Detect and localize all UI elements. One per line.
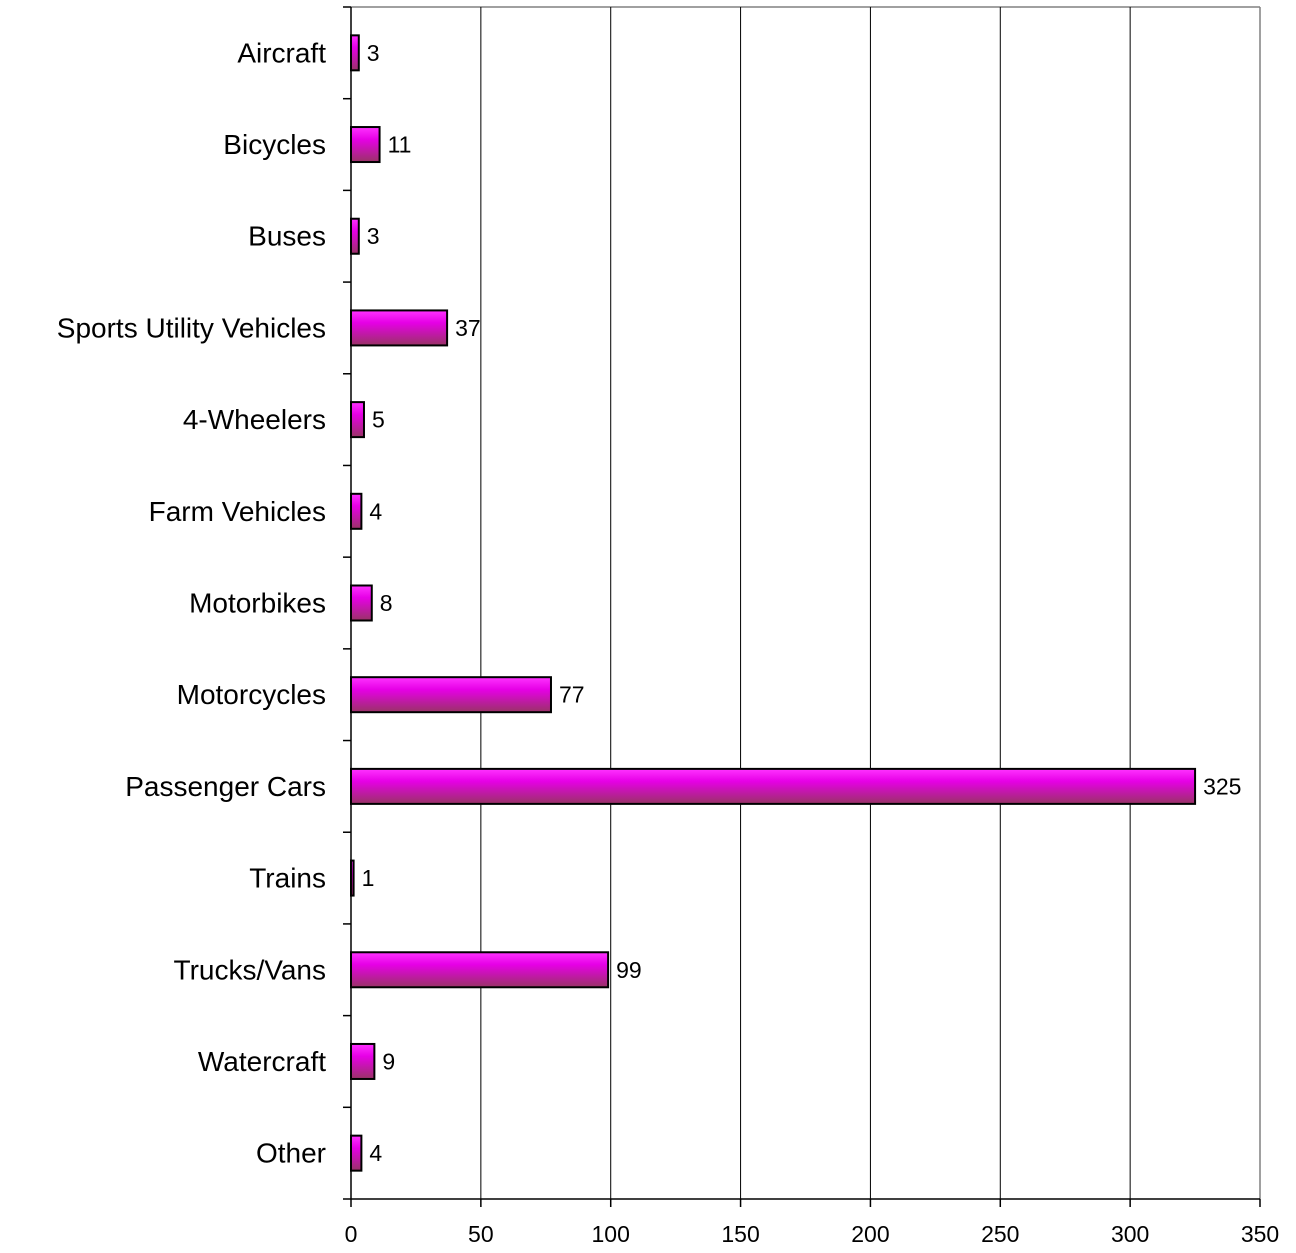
data-label: 8 xyxy=(380,590,393,616)
data-label: 325 xyxy=(1203,773,1241,799)
x-tick-label: 100 xyxy=(592,1221,630,1247)
bar xyxy=(350,1042,376,1080)
bar xyxy=(350,676,552,714)
category-label: Watercraft xyxy=(198,1046,326,1077)
data-label: 4 xyxy=(369,498,382,524)
category-label: Buses xyxy=(248,221,326,252)
x-tick-label: 200 xyxy=(851,1221,889,1247)
category-label: Motorcycles xyxy=(177,679,326,710)
bar xyxy=(350,767,1197,805)
data-label: 3 xyxy=(367,40,380,66)
x-tick-label: 350 xyxy=(1241,1221,1279,1247)
category-label: Sports Utility Vehicles xyxy=(57,312,326,343)
category-label: Passenger Cars xyxy=(125,771,326,802)
category-label: Trucks/Vans xyxy=(174,954,326,985)
bar xyxy=(350,309,449,347)
data-label: 11 xyxy=(388,132,412,158)
category-label: Farm Vehicles xyxy=(149,496,326,527)
data-label: 9 xyxy=(382,1048,395,1074)
bar xyxy=(350,951,610,989)
bar xyxy=(350,584,373,622)
data-label: 4 xyxy=(369,1140,382,1166)
category-label: Other xyxy=(256,1138,326,1169)
plot-frame xyxy=(351,6,1261,1199)
x-axis-labels: 0 50 100 150 200 250 300 350 xyxy=(345,1221,1280,1247)
data-label: 37 xyxy=(455,315,481,341)
bar xyxy=(350,217,360,255)
data-label: 99 xyxy=(616,957,642,983)
bar xyxy=(350,492,363,530)
y-axis-labels: Aircraft Bicycles Buses Sports Utility Vehi… xyxy=(57,37,326,1168)
bar xyxy=(350,401,365,439)
data-label: 5 xyxy=(372,407,385,433)
bar xyxy=(350,1134,363,1172)
bar xyxy=(350,126,381,164)
category-label: Motorbikes xyxy=(189,588,326,619)
data-label: 77 xyxy=(559,682,585,708)
category-label: Trains xyxy=(249,863,326,894)
x-tick-label: 50 xyxy=(468,1221,494,1247)
axes xyxy=(343,6,1261,1207)
x-tick-label: 0 xyxy=(345,1221,358,1247)
bar xyxy=(350,34,360,72)
grid-lines xyxy=(480,7,1131,1199)
category-label: 4-Wheelers xyxy=(183,404,326,435)
bars xyxy=(350,34,1197,1172)
category-label: Bicycles xyxy=(223,129,326,160)
category-label: Aircraft xyxy=(237,37,326,68)
data-label: 1 xyxy=(362,865,375,891)
x-tick-label: 300 xyxy=(1111,1221,1149,1247)
x-tick-label: 250 xyxy=(981,1221,1019,1247)
x-tick-label: 150 xyxy=(721,1221,759,1247)
data-label: 3 xyxy=(367,223,380,249)
